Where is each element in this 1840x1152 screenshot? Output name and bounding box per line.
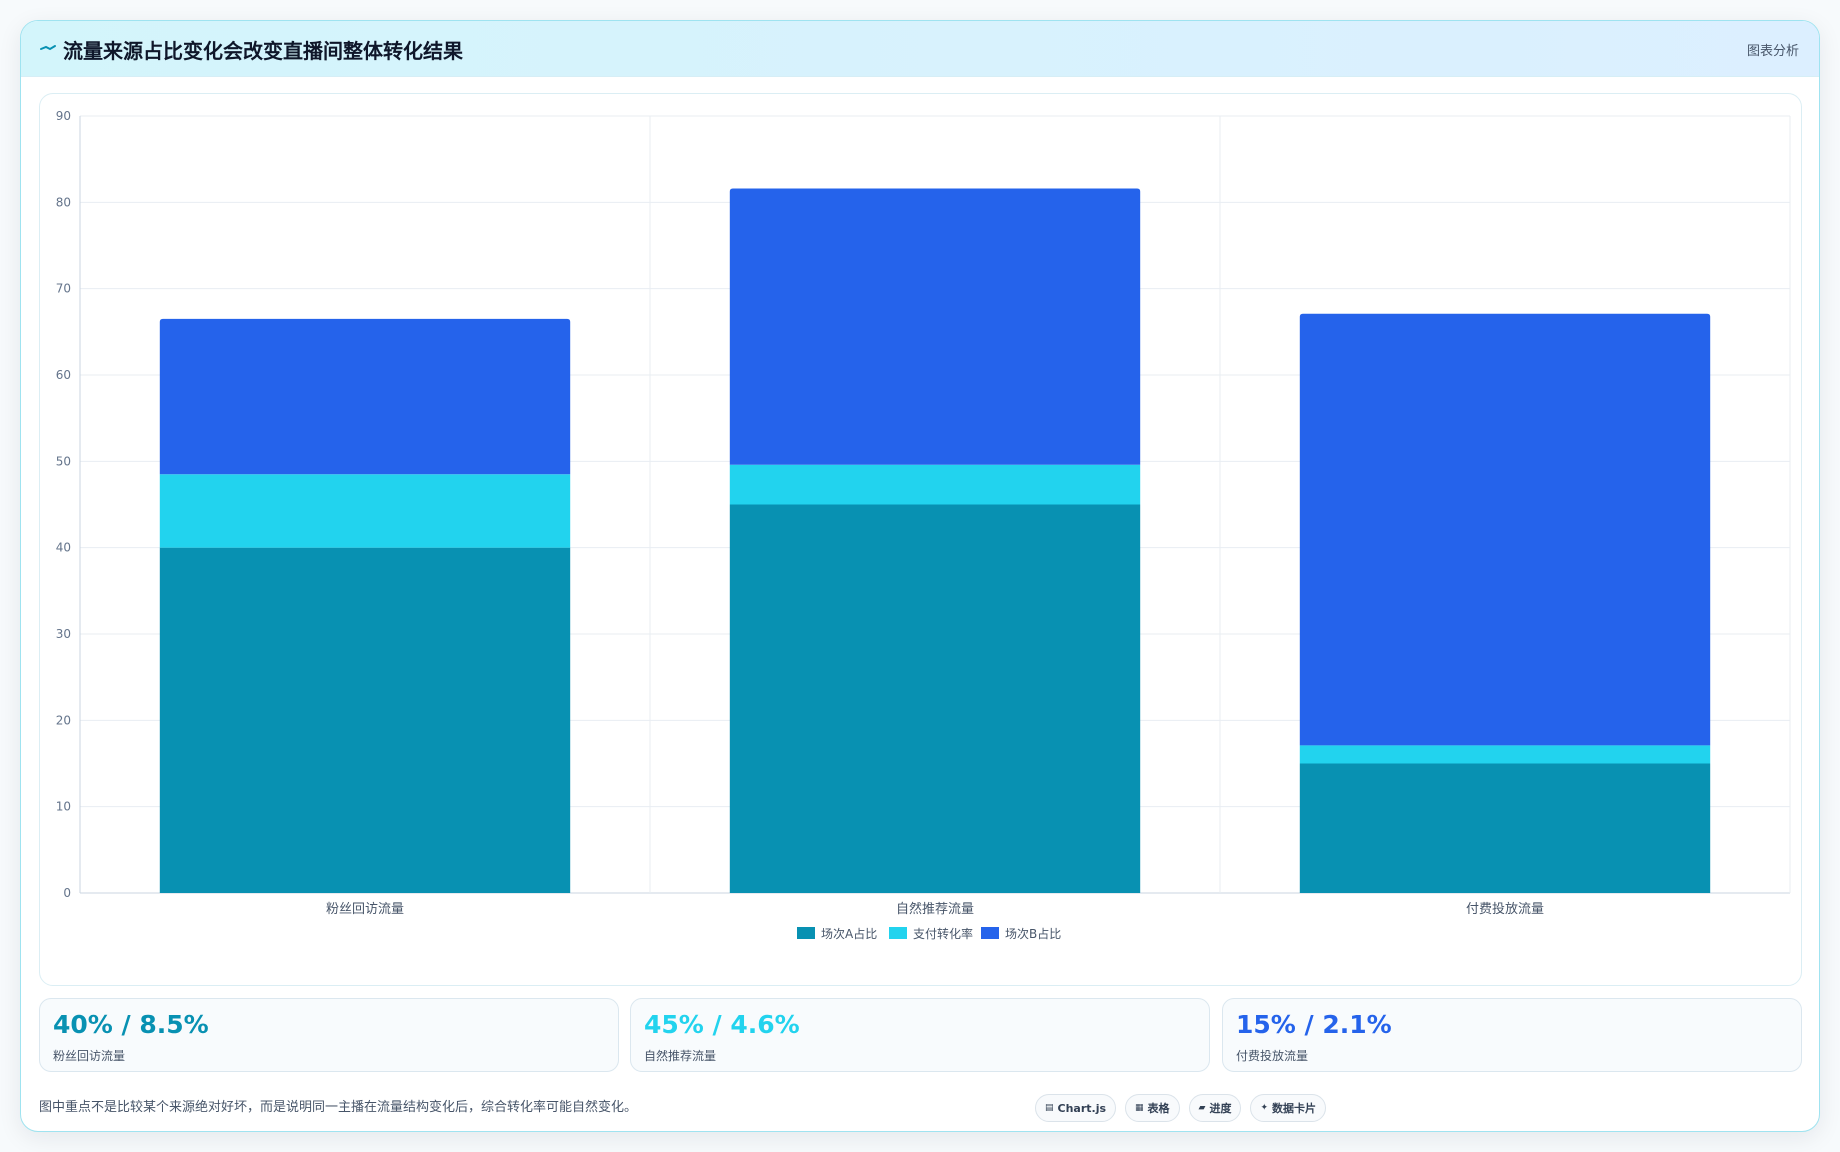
chart-card: 流量来源占比变化会改变直播间整体转化结果 图表分析 0 10 20 30 40 50 60 7…	[20, 20, 1820, 1132]
chart-panel: 0 10 20 30 40 50 60 70 80 90 粉丝回访流量 自然推荐流量 付费投放流量场次A…	[39, 93, 1802, 986]
legend-label: 场次A占比	[821, 926, 877, 941]
chip-progress[interactable]: ▰ 进度	[1188, 1094, 1242, 1122]
x-tick-label: 自然推荐流量	[896, 901, 974, 917]
y-tick-label: 80	[56, 195, 71, 209]
stats-row: 40% / 8.5% 粉丝回访流量 45% / 4.6% 自然推荐流量 15% …	[39, 998, 1802, 1072]
bar-segment	[1299, 313, 1711, 746]
bar-segment	[159, 474, 571, 548]
stat-value: 15% / 2.1%	[1236, 1010, 1392, 1039]
stat-label: 自然推荐流量	[644, 1049, 717, 1063]
legend-swatch	[889, 927, 907, 939]
stat-value: 45% / 4.6%	[644, 1010, 800, 1039]
y-tick-label: 20	[56, 713, 71, 727]
chart-analysis-link[interactable]: 图表分析	[1746, 44, 1799, 59]
bar-segment	[159, 547, 571, 893]
bar-segment	[1299, 745, 1711, 764]
y-tick-label: 50	[56, 454, 71, 468]
y-tick-label: 90	[56, 109, 71, 123]
x-tick-label: 粉丝回访流量	[326, 902, 404, 917]
progress-icon: ▰	[1198, 1103, 1206, 1113]
legend-swatch	[981, 927, 999, 939]
legend-label: 支付转化率	[913, 926, 973, 941]
chip-label: 表格	[1147, 1102, 1170, 1115]
y-tick-label: 60	[56, 368, 71, 382]
y-tick-label: 40	[56, 541, 71, 555]
chart-icon: ▤	[1045, 1103, 1054, 1113]
footnote: 图中重点不是比较某个来源绝对好坏，而是说明同一主播在流量结构变化后，综合转化率可…	[39, 1100, 638, 1115]
legend-swatch	[797, 927, 815, 939]
bar-segment	[159, 318, 571, 475]
chip-list: ▤ Chart.js ▦ 表格 ▰ 进度 ✦ 数据卡片	[1035, 1094, 1327, 1122]
chip-data-card[interactable]: ✦ 数据卡片	[1250, 1094, 1327, 1122]
stacked-bar-chart: 0 10 20 30 40 50 60 70 80 90 粉丝回访流量 自然推荐流量 付费投放流量场次A…	[56, 109, 1791, 941]
x-tick-label: 付费投放流量	[1466, 901, 1544, 917]
stat-card-fans: 40% / 8.5% 粉丝回访流量	[39, 998, 619, 1072]
chip-table[interactable]: ▦ 表格	[1125, 1094, 1180, 1122]
page-title: 流量来源占比变化会改变直播间整体转化结果	[63, 39, 463, 63]
bar-segment	[729, 504, 1141, 893]
sparkle-icon: ✦	[1260, 1103, 1269, 1113]
table-icon: ▦	[1135, 1103, 1144, 1113]
stat-value: 40% / 8.5%	[53, 1010, 209, 1039]
chip-chartjs[interactable]: ▤ Chart.js	[1035, 1094, 1117, 1122]
card-header: 流量来源占比变化会改变直播间整体转化结果 图表分析	[21, 21, 1819, 77]
y-tick-label: 10	[56, 800, 71, 814]
trend-line-icon	[40, 45, 56, 51]
bar-segment	[729, 188, 1141, 465]
legend-label: 场次B占比	[1005, 926, 1061, 941]
y-tick-label: 30	[56, 627, 71, 641]
stat-label: 粉丝回访流量	[53, 1049, 126, 1063]
chip-label: Chart.js	[1057, 1101, 1107, 1115]
chip-label: 进度	[1209, 1102, 1232, 1115]
chip-label: 数据卡片	[1272, 1102, 1317, 1115]
y-tick-label: 70	[56, 282, 71, 296]
bar-segment	[1299, 763, 1711, 893]
y-tick-label: 0	[63, 886, 71, 900]
bar-segment	[729, 464, 1141, 505]
stat-card-organic: 45% / 4.6% 自然推荐流量	[630, 998, 1210, 1072]
stat-label: 付费投放流量	[1236, 1049, 1309, 1063]
stat-card-paid: 15% / 2.1% 付费投放流量	[1222, 998, 1802, 1072]
